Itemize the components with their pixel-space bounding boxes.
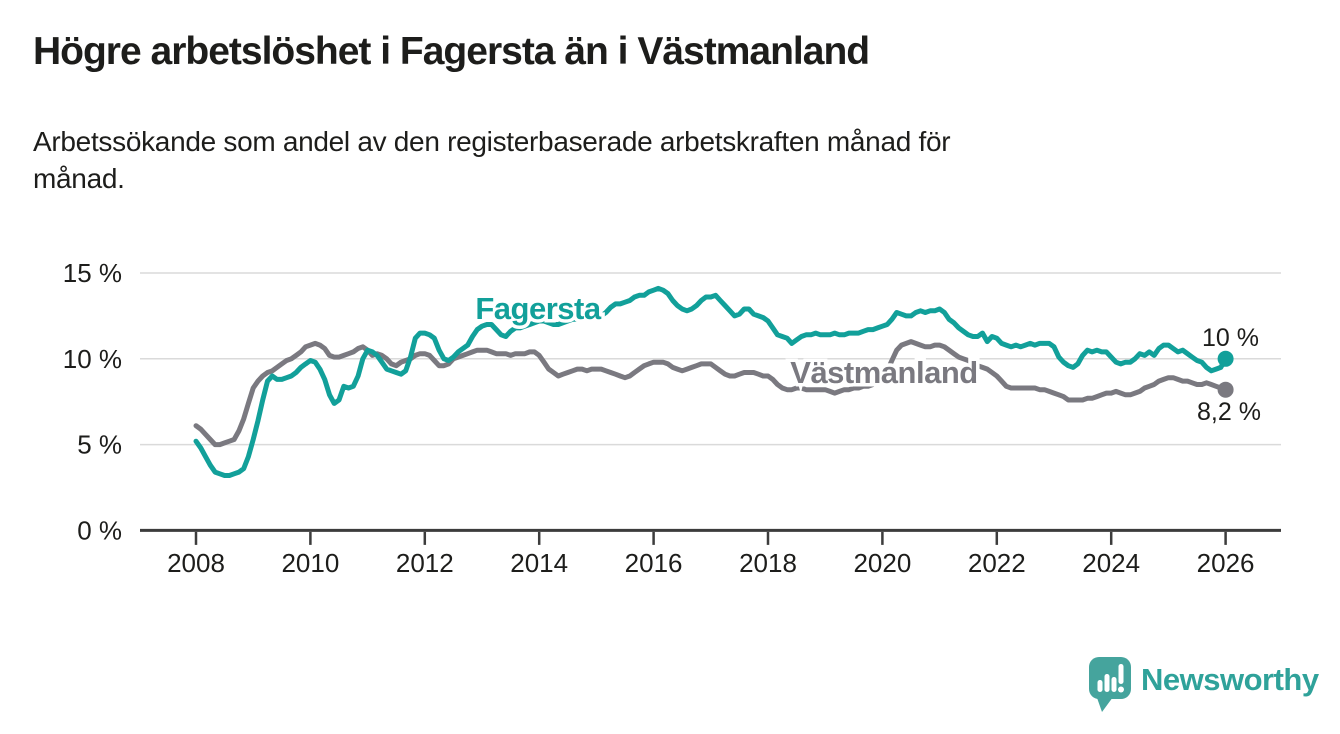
- y-tick-label-10: 10 %: [63, 344, 122, 374]
- x-tick-label-2008: 2008: [167, 548, 225, 578]
- x-tick-label-2024: 2024: [1082, 548, 1140, 578]
- series-label-fagersta: Fagersta: [475, 291, 601, 326]
- logo-bar-3: [1111, 677, 1117, 692]
- series-label-v-stmanland: Västmanland: [790, 355, 977, 390]
- x-tick-label-2010: 2010: [281, 548, 339, 578]
- end-value-label-v-stmanland: 8,2 %: [1197, 398, 1261, 426]
- logo-exclamation-bar: [1118, 664, 1124, 684]
- logo-exclamation-dot: [1118, 686, 1124, 693]
- x-tick-label-2018: 2018: [739, 548, 797, 578]
- y-tick-label-5: 5 %: [77, 430, 122, 460]
- y-tick-label-0: 0 %: [77, 515, 122, 545]
- newsworthy-icon: [1089, 657, 1131, 712]
- x-tick-label-2026: 2026: [1197, 548, 1255, 578]
- chart-subtitle: Arbetssökande som andel av den registerb…: [33, 126, 951, 194]
- y-tick-label-15: 15 %: [63, 258, 122, 288]
- x-tick-label-2014: 2014: [510, 548, 568, 578]
- newsworthy-logo: Newsworthy: [1088, 656, 1319, 714]
- x-tick-label-2020: 2020: [853, 548, 911, 578]
- logo-bubble: [1089, 657, 1131, 699]
- page-title: Högre arbetslöshet i Fagersta än i Västm…: [33, 30, 870, 73]
- x-tick-label-2012: 2012: [396, 548, 454, 578]
- endpoint-dot-v-stmanland: [1217, 381, 1234, 398]
- series-line-v-stmanland: [193, 339, 1229, 448]
- end-value-label-fagersta: 10 %: [1202, 324, 1259, 352]
- logo-bubble-tail: [1096, 695, 1113, 712]
- series-line-fagersta: [193, 285, 1229, 478]
- x-tick-label-2022: 2022: [968, 548, 1026, 578]
- logo-bar-2: [1104, 674, 1110, 692]
- endpoint-dot-fagersta: [1217, 350, 1234, 367]
- logo-bar-1: [1097, 680, 1103, 692]
- x-tick-label-2016: 2016: [625, 548, 683, 578]
- brand-wordmark: Newsworthy: [1141, 661, 1319, 697]
